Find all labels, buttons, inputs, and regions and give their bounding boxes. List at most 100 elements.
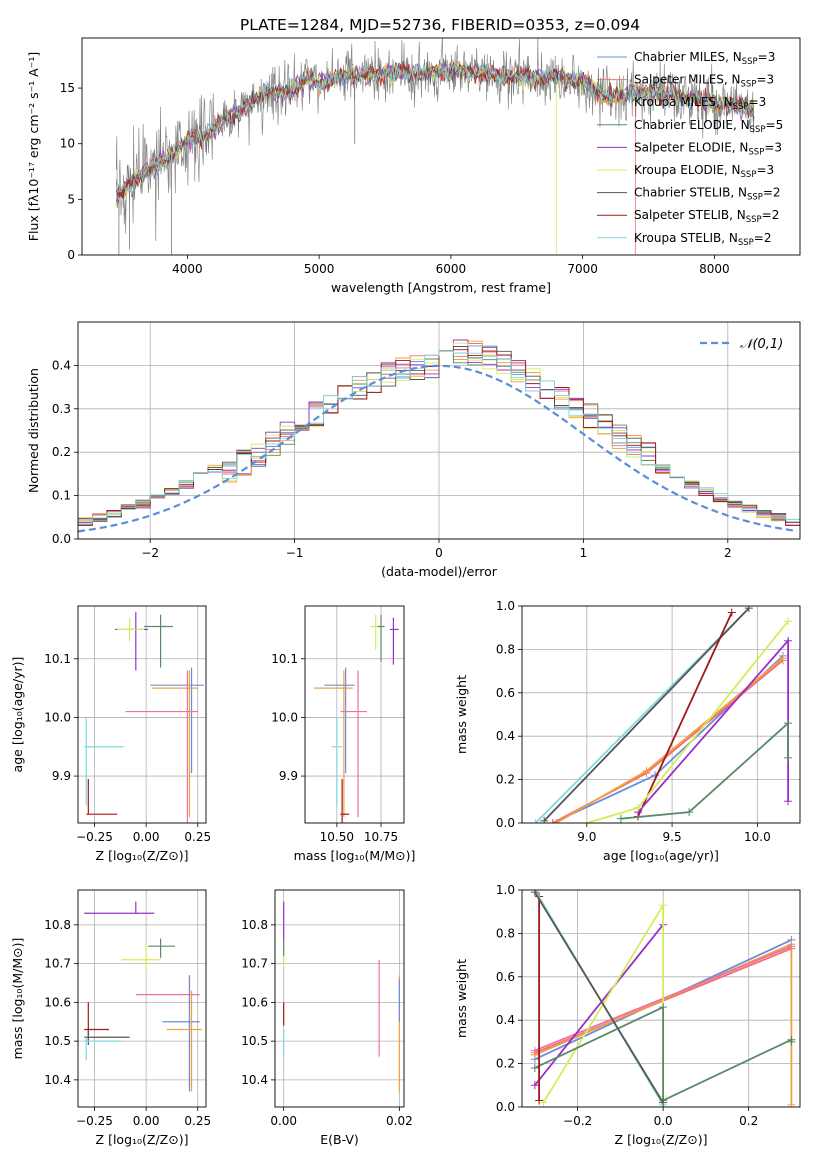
- axes-frame: [77, 321, 801, 540]
- weight-marker: [540, 816, 549, 823]
- legend-entry: Salpeter MILES, NSSP=3: [634, 73, 774, 90]
- y-tick-label: 0.0: [496, 816, 515, 830]
- x-tick-label: 7000: [567, 262, 598, 276]
- y-tick-label: 0.2: [52, 445, 71, 459]
- y-tick-label: 0.4: [496, 1013, 515, 1027]
- weight-series-line: [534, 891, 664, 1104]
- x-tick-label: 10.75: [364, 830, 398, 844]
- errorbar-point: [144, 614, 173, 668]
- weight-marker: [727, 608, 736, 617]
- axes-frame: [274, 889, 405, 1108]
- plot-area: [313, 614, 399, 823]
- legend-entry: 𝒩(0,1): [740, 337, 783, 352]
- legend-entry: Kroupa STELIB, NSSP=2: [634, 231, 772, 248]
- x-axis-label: age [log₁₀(age/yr)]: [603, 848, 719, 863]
- errorbar-point: [340, 779, 350, 823]
- x-tick-label: 0.25: [184, 1114, 211, 1128]
- y-tick-label: 10: [60, 137, 75, 151]
- x-tick-label: 9.5: [663, 830, 682, 844]
- panel-spectrum: 4000 5000 6000 7000 8000 0 5 10 15 wavelength [An…: [26, 37, 801, 295]
- weight-marker: [582, 819, 591, 823]
- errorbar-point: [389, 617, 399, 665]
- model-spectrum-line: [115, 60, 755, 199]
- errorbar-point: [150, 667, 204, 774]
- x-axis-label: Z [log₁₀(Z/Z⊙)]: [615, 1132, 708, 1147]
- weight-marker: [744, 606, 753, 613]
- weight-marker: [531, 819, 540, 823]
- weight-marker: [784, 753, 793, 762]
- y-tick-label: 9.9: [279, 769, 298, 783]
- errorbar-point: [84, 1029, 130, 1045]
- panel-age_vs_mass: 10.50 10.75 9.9 10.0 10.1 mass [log₁₀(M/M⊙)]: [271, 605, 416, 863]
- x-tick-label: 2: [724, 546, 732, 560]
- axes-frame: [521, 889, 801, 1108]
- panel-age_vs_Z: −0.25 0.00 0.25 9.9 10.0 10.1 Z [log₁₀(Z/Z⊙)] a…: [10, 605, 211, 863]
- legend-entry: Chabrier STELIB, NSSP=2: [634, 186, 781, 203]
- y-tick-label: 1.0: [496, 883, 515, 897]
- weight-marker: [784, 719, 793, 728]
- errorbar-point: [125, 670, 198, 823]
- weight-marker: [530, 890, 539, 897]
- y-tick-label: 0: [67, 248, 75, 262]
- weight-series-line: [534, 924, 664, 1086]
- legend-entry: Salpeter ELODIE, NSSP=3: [634, 140, 782, 157]
- axes-frame: [521, 605, 801, 824]
- panel-mass_vs_Z: −0.25 0.00 0.25 10.4 10.5 10.6 10.7 10.8 Z [log₁…: [10, 889, 211, 1147]
- weight-marker: [787, 1100, 796, 1107]
- weight-marker: [535, 1096, 544, 1105]
- errorbar-point: [377, 614, 385, 662]
- weight-marker: [787, 1037, 796, 1046]
- legend-entry: Chabrier ELODIE, NSSP=5: [634, 118, 783, 135]
- x-tick-label: 8000: [699, 262, 730, 276]
- errorbar-point: [162, 975, 200, 1092]
- x-axis-label: mass [log₁₀(M/M⊙)]: [294, 848, 416, 863]
- x-tick-label: −0.2: [563, 1114, 592, 1128]
- x-tick-label: 0: [435, 546, 443, 560]
- x-tick-label: 0.00: [270, 1114, 297, 1128]
- plot-area: [531, 606, 793, 823]
- legend-entry: Salpeter STELIB, NSSP=2: [634, 208, 779, 225]
- weight-marker: [659, 1003, 668, 1012]
- x-axis-label: E(B-V): [320, 1132, 359, 1147]
- y-tick-label: 10.0: [44, 710, 71, 724]
- axes-frame: [77, 605, 207, 824]
- weight-marker: [552, 819, 561, 823]
- errorbar-point: [84, 1037, 122, 1061]
- x-tick-label: 9.0: [577, 830, 596, 844]
- x-tick-label: −1: [286, 546, 304, 560]
- plot-area: [283, 901, 400, 1092]
- weight-marker: [784, 797, 793, 806]
- legend-entry: Kroupa ELODIE, NSSP=3: [634, 163, 774, 180]
- weight-series-line: [543, 607, 750, 822]
- errorbar-point: [313, 670, 353, 818]
- errorbar-point: [86, 779, 118, 815]
- errorbar-point: [84, 901, 155, 914]
- errorbar-point: [148, 938, 176, 958]
- y-axis-label: age [log₁₀(age/yr)]: [10, 657, 25, 773]
- y-tick-label: 10.7: [44, 957, 71, 971]
- y-tick-label: 0.6: [496, 970, 515, 984]
- weight-marker: [548, 819, 557, 823]
- weight-marker: [787, 942, 796, 951]
- errorbar-point: [152, 670, 198, 818]
- weight-marker: [784, 636, 793, 645]
- y-tick-label: 5: [67, 192, 75, 206]
- weight-marker: [530, 1046, 539, 1055]
- errorbar-point: [84, 717, 124, 806]
- x-tick-label: −2: [141, 546, 159, 560]
- y-tick-label: 0.1: [52, 489, 71, 503]
- x-axis-label: Z [log₁₀(Z/Z⊙)]: [96, 848, 189, 863]
- y-tick-label: 10.8: [241, 918, 268, 932]
- x-tick-label: 6000: [436, 262, 467, 276]
- x-tick-label: 0.25: [184, 830, 211, 844]
- weight-marker: [633, 803, 642, 812]
- x-tick-label: 10.0: [744, 830, 771, 844]
- panel-weight_vs_age: 9.0 9.5 10.0 0.0 0.2 0.4 0.6 0.8 1.0 age [log₁₀(a…: [454, 599, 801, 863]
- plot-area: [84, 901, 202, 1092]
- y-tick-label: 0.8: [496, 926, 515, 940]
- x-tick-label: 0.2: [739, 1114, 758, 1128]
- axes-frame: [304, 605, 405, 824]
- panel-residuals: −2 −1 0 1 2 0.0 0.1 0.2 0.3 0.4 (data-model)/error…: [26, 321, 801, 579]
- x-tick-label: 4000: [172, 262, 203, 276]
- y-tick-label: 0.0: [496, 1100, 515, 1114]
